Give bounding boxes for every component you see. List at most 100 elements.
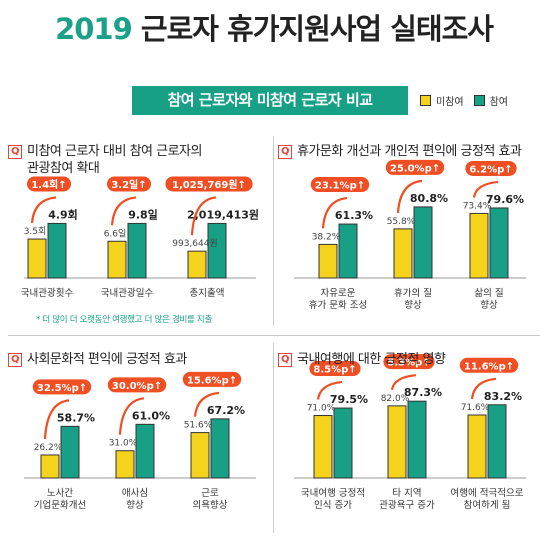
bar-non-participant: [393, 228, 413, 279]
value-label-non-participant: 3.5회: [24, 226, 47, 237]
bar-non-participant: [27, 238, 47, 279]
panel-4-title: 국내여행에 대한 긍정적 영향: [297, 352, 446, 367]
bar-non-participant: [318, 243, 338, 279]
bar-participant: [127, 222, 147, 279]
increase-arrow: [193, 391, 220, 417]
increase-badge: [107, 377, 167, 393]
value-label-participant: 83.2%: [484, 390, 522, 403]
increase-badge: [310, 177, 370, 193]
increase-arrow: [110, 196, 137, 226]
bar-participant: [47, 222, 67, 279]
panel-1-header: Q 미참여 근로자 대비 참여 근로자의 관광참여 확대: [8, 143, 202, 177]
value-label-participant: 58.7%: [57, 411, 95, 424]
legend-label-participant: 참여: [489, 97, 509, 108]
panel-3-header: Q 사회문화적 편익에 긍정적 효과: [8, 351, 187, 368]
value-label-participant: 79.6%: [486, 193, 524, 206]
bar-participant: [60, 425, 80, 479]
bar-participant: [333, 407, 353, 479]
increase-badge: [465, 160, 517, 176]
value-label-non-participant: 31.0%: [109, 439, 138, 449]
increase-arrow: [190, 196, 217, 236]
category-label: 휴가 문화 조성: [309, 300, 367, 311]
increase-badge-label: 8.5%p↑: [313, 365, 356, 376]
bar-participant: [413, 206, 433, 279]
increase-badge: [385, 159, 445, 175]
increase-arrow: [321, 196, 348, 229]
increase-arrow: [472, 180, 499, 198]
increase-arrow: [118, 397, 145, 435]
increase-badge: [27, 176, 71, 192]
increase-badge: [182, 371, 242, 387]
bar-participant: [210, 418, 230, 479]
bar-non-participant: [107, 240, 127, 279]
increase-badge: [383, 354, 435, 370]
category-label: 관광욕구 증가: [379, 499, 435, 511]
increase-badge-label: 15.6%p↑: [187, 375, 237, 386]
increase-badge-label: 25.0%p↑: [390, 163, 440, 174]
category-label: 향상: [480, 299, 498, 311]
increase-badge-label: 1,025,769원↑: [172, 178, 246, 191]
value-label-non-participant: 71.6%: [461, 403, 490, 413]
comparison-banner: 참여 근로자와 미참여 근로자 비교: [132, 86, 408, 115]
bar-participant: [407, 400, 427, 479]
category-label: 타 지역: [392, 488, 421, 499]
value-label-participant: 87.3%: [404, 386, 442, 399]
increase-arrow: [396, 179, 423, 213]
category-label: 자유로운: [321, 288, 356, 299]
increase-badge-label: 1.4회↑: [31, 178, 66, 191]
increase-badge: [459, 357, 519, 373]
category-label: 노사간: [47, 488, 73, 499]
increase-arrow: [30, 196, 57, 224]
bar-non-participant: [467, 414, 487, 479]
panel-2-title: 휴가문화 개선과 개인적 편익에 긍정적 효과: [297, 144, 522, 159]
legend: 미참여 참여: [420, 93, 508, 108]
category-label: 의욕향상: [193, 499, 228, 511]
panel-4-header: Q 국내여행에 대한 긍정적 영향: [278, 351, 446, 368]
category-label: 국내관광횟수: [21, 287, 74, 299]
legend-swatch-non-participant: [420, 95, 431, 106]
question-icon: Q: [8, 145, 22, 159]
increase-badge-label: 23.1%p↑: [315, 181, 365, 192]
value-label-participant: 79.5%: [330, 393, 368, 406]
page-title: 2019 근로자 휴가지원사업 실태조사: [0, 6, 548, 48]
value-label-non-participant: 73.4%: [463, 201, 492, 211]
category-label: 휴가의 질: [394, 287, 432, 299]
category-label: 여행에 적극적으로: [451, 487, 524, 499]
category-label: 국내여행 긍정적: [301, 487, 365, 499]
value-label-participant: 67.2%: [207, 404, 245, 417]
bar-participant: [338, 223, 358, 279]
value-label-non-participant: 26.2%: [34, 443, 63, 453]
category-label: 근로: [201, 488, 219, 499]
category-label: 기업문화개선: [34, 499, 86, 511]
value-label-participant: 80.8%: [410, 192, 448, 205]
legend-label-non-participant: 미참여: [436, 97, 464, 108]
panel-3-title: 사회문화적 편익에 긍정적 효과: [27, 352, 187, 367]
increase-badge-label: 3.2일↑: [111, 178, 146, 191]
category-label: 애사심: [122, 488, 148, 499]
bar-non-participant: [187, 250, 207, 279]
value-label-participant: 61.0%: [132, 409, 170, 422]
increase-arrow: [390, 374, 417, 391]
increase-badge-label: 5.3%p↑: [387, 358, 430, 369]
value-label-non-participant: 51.6%: [184, 421, 213, 431]
bar-participant: [489, 207, 509, 279]
increase-arrow: [43, 399, 70, 440]
increase-badge-label: 30.0%p↑: [112, 381, 162, 392]
category-label: 향상: [126, 499, 144, 511]
bar-non-participant: [115, 450, 135, 479]
increase-badge: [32, 379, 92, 395]
category-label: 삶의 질: [474, 287, 503, 299]
category-label: 국내관광일수: [101, 287, 154, 299]
value-label-participant: 61.3%: [335, 209, 373, 222]
value-label-non-participant: 82.0%: [381, 394, 410, 404]
increase-badge-label: 6.2%p↑: [469, 164, 512, 175]
question-icon: Q: [8, 353, 22, 367]
legend-swatch-participant: [473, 95, 485, 106]
category-label: 참여하게 됨: [464, 499, 511, 511]
increase-arrow: [316, 380, 343, 400]
bar-non-participant: [313, 415, 333, 479]
bar-participant: [487, 404, 507, 479]
increase-badge: [165, 176, 253, 192]
footnote: * 더 많이 더 오랫동안 여행했고 더 많은 경비를 지출: [36, 315, 212, 325]
